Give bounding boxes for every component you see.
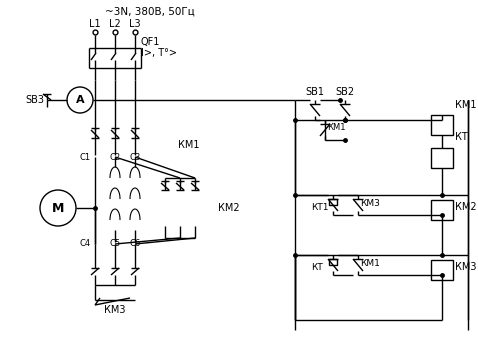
Text: SB1: SB1 <box>305 87 325 97</box>
Text: КМ2: КМ2 <box>455 202 477 212</box>
Text: C4: C4 <box>79 239 90 248</box>
Text: I>, T°>: I>, T°> <box>141 48 177 58</box>
Text: C1: C1 <box>79 153 90 162</box>
Bar <box>431 115 453 135</box>
Text: L3: L3 <box>129 19 141 29</box>
Text: C2: C2 <box>109 153 120 162</box>
Text: КМ1: КМ1 <box>327 122 346 131</box>
Text: КТ: КТ <box>455 132 468 142</box>
Text: КМ1: КМ1 <box>178 140 199 150</box>
Text: КМ1: КМ1 <box>360 260 380 268</box>
Text: L2: L2 <box>109 19 121 29</box>
Text: КТ: КТ <box>311 263 323 272</box>
Text: КМ2: КМ2 <box>218 203 239 213</box>
Bar <box>431 200 453 220</box>
Text: A: A <box>76 95 84 105</box>
Text: C6: C6 <box>130 239 141 248</box>
Text: SB2: SB2 <box>336 87 355 97</box>
Text: L1: L1 <box>89 19 101 29</box>
Bar <box>431 260 453 280</box>
Text: ~3N, 380В, 50Гц: ~3N, 380В, 50Гц <box>105 7 195 17</box>
Bar <box>329 199 337 205</box>
Text: КМ3: КМ3 <box>360 200 380 209</box>
Text: КМ3: КМ3 <box>455 262 477 272</box>
Text: C5: C5 <box>109 239 120 248</box>
Text: КМ1: КМ1 <box>455 100 477 110</box>
Text: SB3: SB3 <box>25 95 44 105</box>
Text: M: M <box>52 201 64 215</box>
Text: КМ3: КМ3 <box>104 305 126 315</box>
Bar <box>329 259 337 265</box>
Text: C3: C3 <box>130 153 141 162</box>
Text: КТ1: КТ1 <box>311 202 328 211</box>
Bar <box>431 148 453 168</box>
Text: QF1: QF1 <box>141 37 161 47</box>
